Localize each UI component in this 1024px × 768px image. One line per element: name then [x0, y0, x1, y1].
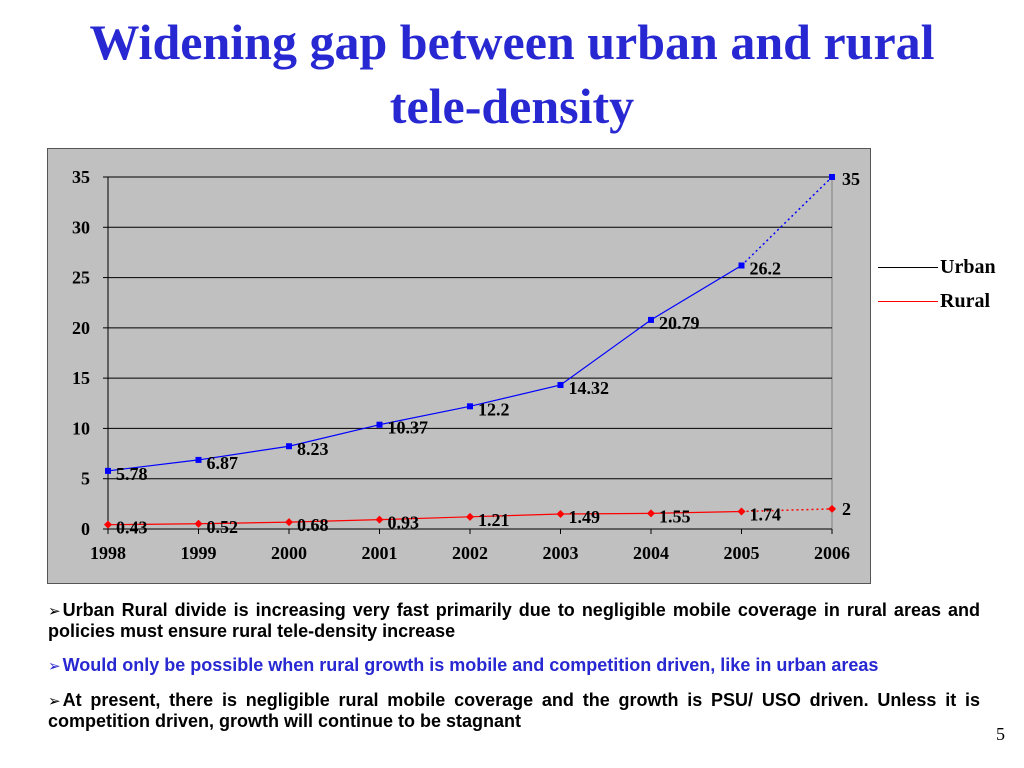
arrow-bullet-icon: ➢ [48, 657, 61, 675]
arrow-bullet-icon: ➢ [48, 692, 61, 710]
data-point-urban [648, 316, 654, 323]
data-point-urban [467, 403, 473, 410]
chart-area: 0 5 10 15 20 25 30 35 1998 1999 2000 2001 2002 2003 20… [47, 148, 871, 584]
bullet-text-2: Would only be possible when rural growth… [62, 655, 879, 675]
data-point-urban [376, 421, 383, 428]
legend-urban-label: Urban [940, 256, 996, 278]
data-label-rural: 1.21 [478, 510, 510, 530]
data-point-urban [105, 467, 111, 474]
bullet-text-3: At present, there is negligible rural mo… [48, 690, 980, 731]
data-label-urban: 26.2 [750, 259, 782, 279]
data-point-rural [737, 507, 746, 516]
series-projection-rural [741, 508, 833, 513]
data-label-rural: 1.49 [569, 507, 601, 527]
data-label-rural: 0.93 [388, 513, 420, 533]
x-tick-label: 2006 [814, 543, 850, 563]
data-label-urban: 35 [842, 169, 860, 189]
data-label-urban: 8.23 [297, 439, 329, 459]
series-line-rural [107, 510, 742, 526]
page-number: 5 [996, 724, 1005, 744]
bullet-list: ➢ Urban Rural divide is increasing very f… [48, 600, 980, 745]
data-point-rural [104, 520, 112, 529]
x-tick-label: 2000 [271, 543, 307, 563]
data-point-rural [375, 515, 384, 524]
y-tick-label: 5 [81, 469, 90, 489]
y-tick-label: 30 [72, 217, 90, 237]
arrow-bullet-icon: ➢ [48, 602, 61, 620]
data-label-urban: 12.2 [478, 399, 510, 419]
x-tick-label: 1998 [90, 543, 126, 563]
data-point-rural [828, 504, 836, 513]
y-tick-label: 15 [72, 368, 90, 388]
x-tick-label: 2004 [633, 543, 669, 563]
y-tick-label: 10 [72, 418, 90, 438]
y-tick-label: 25 [72, 268, 90, 288]
plot-area [107, 176, 833, 530]
data-label-urban: 20.79 [659, 313, 700, 333]
series-projection-urban [740, 176, 833, 267]
data-label-urban: 10.37 [388, 418, 429, 438]
data-label-urban: 5.78 [116, 464, 148, 484]
x-tick-label: 2002 [452, 543, 488, 563]
data-label-rural: 1.55 [659, 506, 691, 526]
data-label-rural: 2 [842, 499, 851, 519]
legend-rural-swatch [878, 301, 938, 302]
data-point-rural [647, 509, 655, 518]
bullet-text-1: Urban Rural divide is increasing very fa… [48, 600, 980, 641]
data-point-urban [738, 262, 745, 269]
slide-title: Widening gap between urban and rural tel… [89, 14, 935, 134]
data-label-rural: 0.43 [116, 518, 148, 538]
x-tick-label: 2005 [724, 543, 760, 563]
bullet-item-3: ➢ At present, there is negligible rural m… [48, 690, 980, 731]
data-point-rural [194, 519, 203, 528]
data-point-urban [829, 174, 835, 180]
data-point-rural [285, 518, 293, 527]
bullet-item-2: ➢ Would only be possible when rural growt… [48, 655, 980, 676]
x-tick-label: 1999 [181, 543, 217, 563]
data-label-urban: 14.32 [569, 378, 610, 398]
legend-urban-swatch [878, 267, 938, 268]
x-tick-label: 2003 [543, 543, 579, 563]
data-point-rural [556, 510, 565, 519]
bullet-item-1: ➢ Urban Rural divide is increasing very f… [48, 600, 980, 641]
data-label-rural: 0.52 [207, 517, 239, 537]
legend-rural-label: Rural [940, 290, 990, 312]
data-point-urban [195, 456, 202, 463]
data-label-rural: 1.74 [750, 505, 782, 525]
series-line-urban [107, 264, 742, 472]
data-point-urban [557, 381, 564, 388]
data-point-rural [466, 512, 474, 521]
y-tick-label: 0 [81, 519, 90, 539]
y-tick-label: 20 [72, 318, 90, 338]
x-tick-label: 2001 [362, 543, 398, 563]
y-tick-label: 35 [72, 167, 90, 187]
data-point-urban [286, 443, 292, 450]
data-label-urban: 6.87 [207, 453, 239, 473]
data-label-rural: 0.68 [297, 515, 329, 535]
